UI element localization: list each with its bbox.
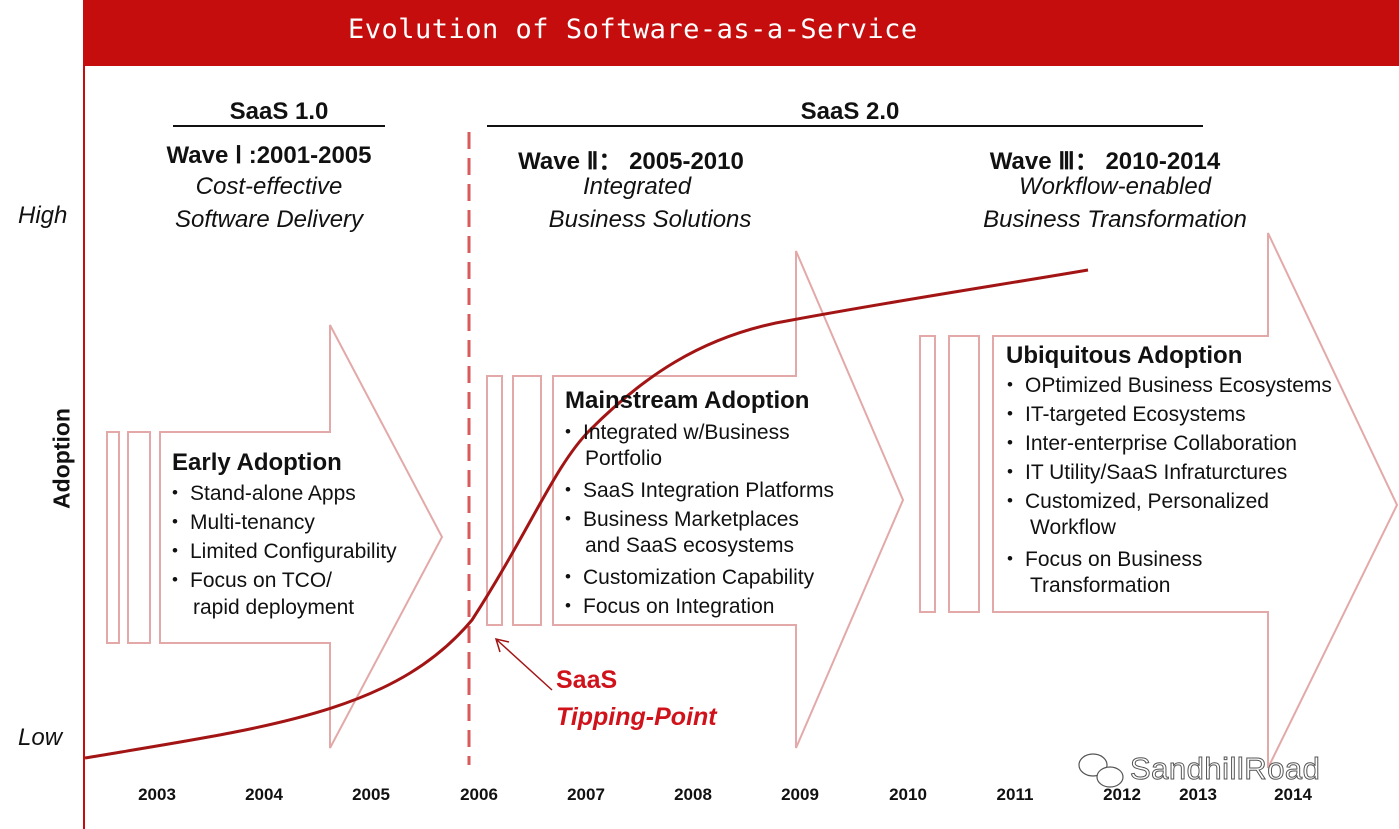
title-bar: Evolution of Software-as-a-Service bbox=[83, 0, 1399, 69]
year-label: 2005 bbox=[352, 785, 390, 804]
ubiquitous-adoption-title: Ubiquitous Adoption bbox=[1006, 342, 1243, 369]
year-label: 2006 bbox=[460, 785, 498, 804]
axis-ylabel: Adoption bbox=[48, 408, 75, 509]
list-item: IT-targeted Ecosystems bbox=[1005, 399, 1332, 429]
year-label: 2010 bbox=[889, 785, 927, 804]
wechat-icon bbox=[1078, 753, 1124, 788]
wave3-desc-line2: Business Transformation bbox=[983, 206, 1247, 233]
list-item: Focus on TCO/ bbox=[170, 565, 397, 595]
mainstream-adoption-title: Mainstream Adoption bbox=[565, 387, 810, 414]
list-item: Customization Capability bbox=[563, 562, 814, 592]
axis-low-label: Low bbox=[18, 724, 63, 751]
list-item-continuation: and SaaS ecosystems bbox=[585, 534, 794, 557]
wave1-desc-line1: Cost-effective bbox=[195, 173, 343, 200]
list-item: SaaS Integration Platforms bbox=[563, 475, 834, 505]
early-adoption-arrow bbox=[106, 324, 444, 749]
page-title: Evolution of Software-as-a-Service bbox=[348, 14, 918, 45]
year-label: 2009 bbox=[781, 785, 819, 804]
list-item: Multi-tenancy bbox=[170, 507, 397, 537]
year-label: 2013 bbox=[1179, 785, 1217, 804]
list-item: IT Utility/SaaS Infraturctures bbox=[1005, 457, 1332, 487]
wave1-label: Wave Ⅰ :2001-2005 bbox=[166, 142, 372, 169]
list-item: Customized, Personalized bbox=[1005, 486, 1332, 516]
list-item: Integrated w/Business bbox=[563, 417, 790, 447]
watermark: SandhillRoad bbox=[1129, 751, 1321, 787]
list-item: Business Marketplaces bbox=[563, 504, 834, 534]
saas1-label: SaaS 1.0 bbox=[229, 98, 329, 125]
wave1-desc-line2: Software Delivery bbox=[174, 206, 364, 233]
year-label: 2004 bbox=[245, 785, 283, 804]
saas2-label: SaaS 2.0 bbox=[800, 98, 900, 125]
mainstream-adoption-arrow bbox=[486, 250, 905, 749]
early-adoption-title: Early Adoption bbox=[172, 449, 342, 476]
frame-border bbox=[83, 66, 85, 829]
list-item: OPtimized Business Ecosystems bbox=[1005, 370, 1332, 400]
wave2-label: Wave Ⅱ： 2005-2010 bbox=[518, 148, 744, 175]
list-item-continuation: Portfolio bbox=[585, 447, 663, 470]
wave3-desc-line1: Workflow-enabled bbox=[1018, 173, 1212, 200]
year-label: 2007 bbox=[567, 785, 605, 804]
wave3-label: Wave Ⅲ： 2010-2014 bbox=[989, 148, 1221, 175]
year-label: 2003 bbox=[138, 785, 176, 804]
list-item: Focus on Business bbox=[1005, 544, 1202, 574]
tipping-point-label-line1: SaaS bbox=[556, 666, 618, 694]
early-adoption-list: Stand-alone Apps Multi-tenancy Limited C… bbox=[170, 478, 397, 595]
list-item: Inter-enterprise Collaboration bbox=[1005, 428, 1332, 458]
year-label: 2014 bbox=[1274, 785, 1312, 804]
year-label: 2008 bbox=[674, 785, 712, 804]
list-item: Stand-alone Apps bbox=[170, 478, 397, 508]
year-label: 2011 bbox=[996, 785, 1034, 804]
ubiquitous-adoption-arrow bbox=[919, 232, 1399, 769]
tipping-point-pointer bbox=[494, 637, 553, 691]
list-item: Focus on Integration bbox=[563, 591, 814, 621]
list-item: Limited Configurability bbox=[170, 536, 397, 566]
list-item-continuation: Workflow bbox=[1030, 516, 1116, 539]
tipping-point-label-line2: Tipping-Point bbox=[556, 703, 717, 731]
list-item-continuation: Transformation bbox=[1030, 574, 1171, 597]
wave2-desc-line1: Integrated bbox=[582, 173, 692, 200]
axis-high-label: High bbox=[18, 202, 68, 229]
year-label: 2012 bbox=[1103, 785, 1141, 804]
wave2-desc-line2: Business Solutions bbox=[548, 206, 752, 233]
list-item-continuation: rapid deployment bbox=[193, 596, 355, 619]
